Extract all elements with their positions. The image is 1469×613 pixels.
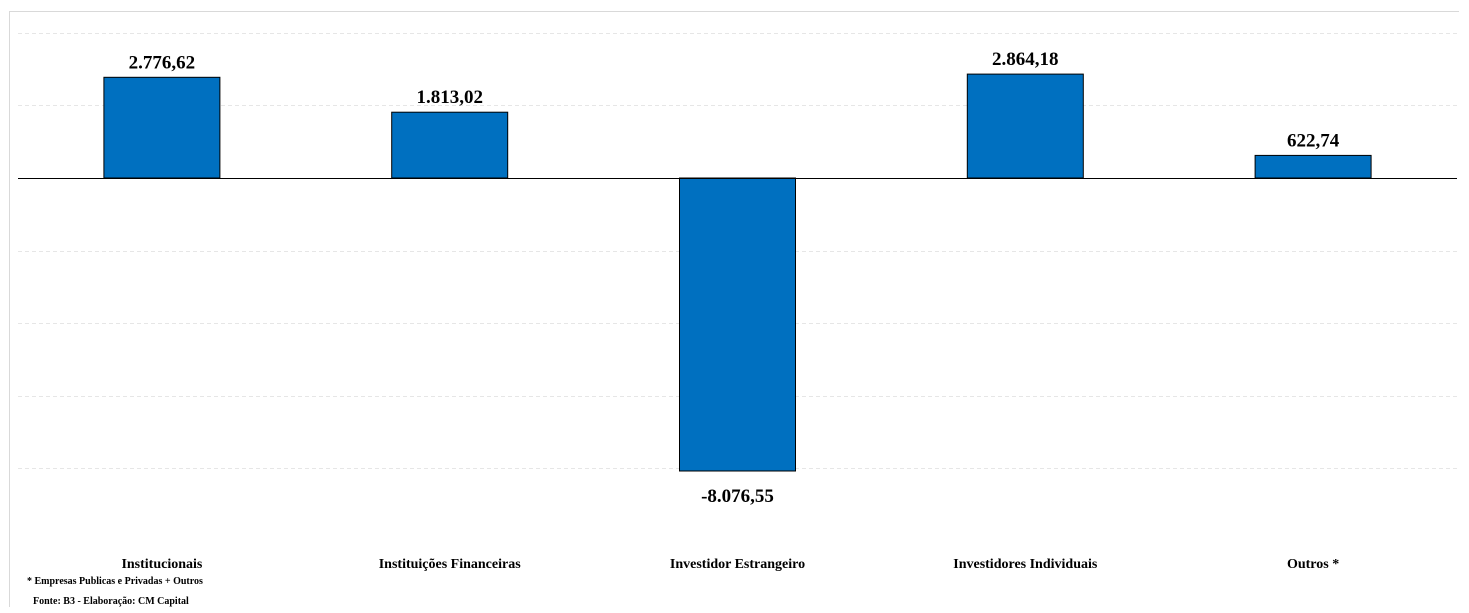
- bars: [103, 73, 1372, 472]
- category-label-4: Outros *: [1287, 557, 1339, 572]
- data-labels: 2.776,62 1.813,02 -8.076,55 2.864,18 622,74: [129, 49, 1340, 507]
- chart-frame: [9, 11, 1459, 607]
- category-label-1: Instituições Financeiras: [379, 557, 521, 572]
- category-label-2: Investidor Estrangeiro: [670, 557, 805, 572]
- bar-1: [391, 111, 509, 179]
- data-label-2: -8.076,55: [701, 486, 774, 507]
- data-label-3: 2.864,18: [992, 49, 1059, 70]
- gridlines: [18, 33, 1457, 469]
- category-label-0: Institucionais: [121, 557, 202, 572]
- bar-0: [103, 76, 221, 179]
- source-text: Fonte: B3 - Elaboração: CM Capital: [33, 596, 189, 607]
- footnote-text: * Empresas Publicas e Privadas + Outros: [27, 576, 203, 587]
- bar-3: [966, 73, 1084, 179]
- data-label-4: 622,74: [1287, 130, 1340, 151]
- bar-4: [1254, 154, 1372, 179]
- data-label-1: 1.813,02: [416, 87, 483, 108]
- category-label-3: Investidores Individuais: [953, 557, 1098, 572]
- category-labels: Institucionais Instituições Financeiras In…: [121, 557, 1339, 572]
- data-label-0: 2.776,62: [129, 52, 196, 73]
- bar-2: [679, 177, 796, 472]
